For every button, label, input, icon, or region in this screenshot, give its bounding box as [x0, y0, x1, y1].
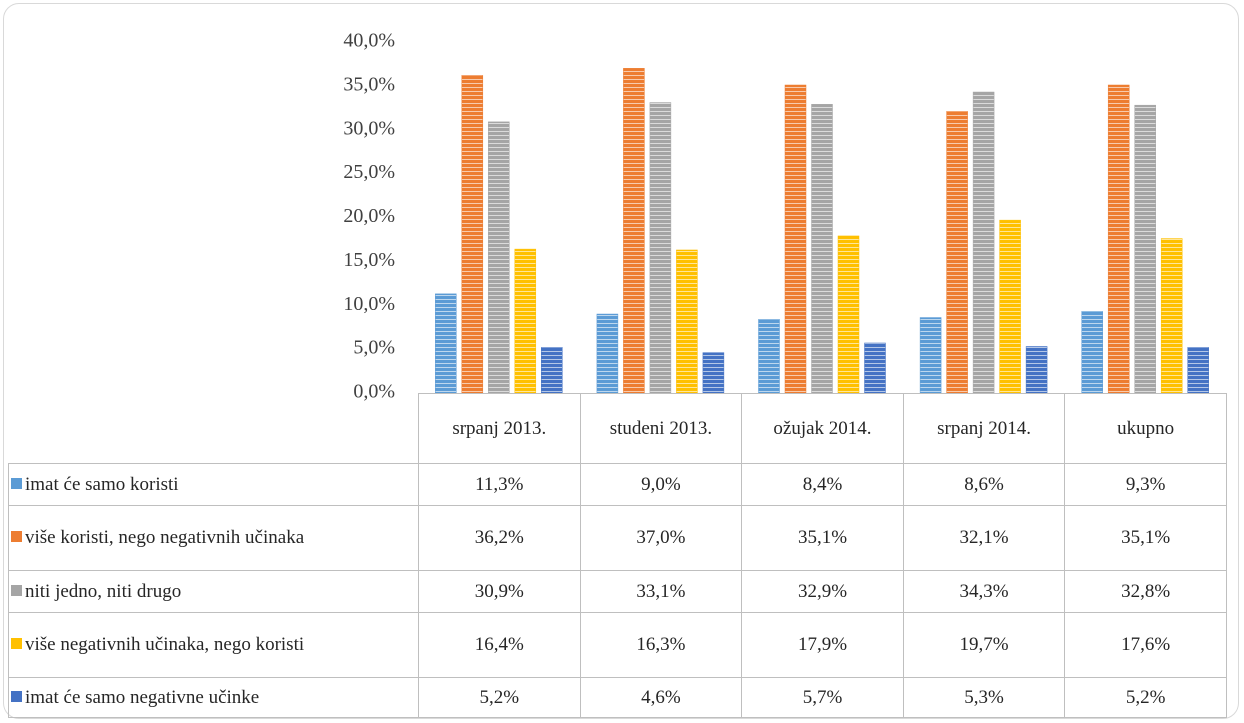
bar: [596, 313, 619, 394]
y-tick-label: 30,0%: [343, 117, 395, 139]
data-table: srpanj 2013. studeni 2013. ožujak 2014. srp…: [8, 393, 1227, 718]
value-label: 19,7%: [902, 612, 1066, 678]
legend-label: imat će samo negativne učinke: [25, 686, 260, 708]
bar: [541, 347, 563, 394]
legend-label: više koristi, nego negativnih učinaka: [25, 527, 305, 548]
value-label: 16,3%: [579, 612, 743, 678]
series-row: niti jedno, niti drugo 30,9% 33,1% 32,9% 34,…: [8, 570, 1227, 613]
bar: [1081, 311, 1103, 394]
legend-cell: niti jedno, niti drugo: [8, 570, 419, 613]
legend-key: [11, 690, 22, 702]
value-label: 5,3%: [902, 677, 1066, 718]
y-tick-label: 15,0%: [343, 249, 395, 271]
bar: [1187, 347, 1209, 394]
bar: [702, 352, 725, 394]
category-label: srpanj 2014.: [902, 393, 1066, 464]
value-label: 5,2%: [418, 677, 581, 718]
legend-label: niti jedno, niti drugo: [25, 580, 182, 602]
bar: [972, 91, 995, 394]
header-row: srpanj 2013. studeni 2013. ožujak 2014. srp…: [8, 393, 1227, 464]
bar: [1107, 84, 1130, 394]
bar: [1134, 104, 1156, 394]
bar: [864, 342, 886, 394]
legend-label: imat će samo koristi: [25, 473, 179, 495]
bar: [461, 75, 484, 394]
legend-key: [11, 477, 22, 489]
legend-cell: više negativnih učinaka, nego koristi: [8, 612, 419, 678]
value-label: 8,4%: [741, 463, 904, 506]
chart-frame: [3, 3, 1239, 719]
legend-key: [11, 584, 22, 596]
legend-cell: imat će samo koristi: [8, 463, 419, 506]
value-label: 32,8%: [1064, 570, 1227, 613]
value-label: 17,6%: [1064, 612, 1227, 678]
value-label: 8,6%: [902, 463, 1066, 506]
value-label: 4,6%: [579, 677, 743, 718]
bar: [919, 317, 942, 394]
category-label: ožujak 2014.: [741, 393, 904, 464]
series-row: više negativnih učinaka, nego koristi 16,…: [8, 612, 1227, 678]
value-label: 17,9%: [741, 612, 904, 678]
legend-key: [11, 638, 22, 649]
y-tick-label: 25,0%: [343, 161, 395, 183]
bar: [837, 235, 860, 394]
legend-key: [11, 531, 22, 542]
value-label: 11,3%: [418, 463, 581, 506]
bar: [811, 104, 833, 394]
bar: [1025, 346, 1048, 394]
bar: [1160, 238, 1183, 394]
series-row: više koristi, nego negativnih učinaka 36,…: [8, 505, 1227, 571]
value-label: 16,4%: [418, 612, 581, 678]
y-tick-label: 5,0%: [353, 337, 395, 359]
bar: [784, 84, 807, 394]
bar: [758, 319, 780, 394]
legend-label: više negativnih učinaka, nego koristi: [25, 634, 305, 655]
bar: [514, 248, 537, 394]
category-label: srpanj 2013.: [418, 393, 581, 464]
value-label: 32,1%: [902, 505, 1066, 571]
category-label: studeni 2013.: [579, 393, 743, 464]
value-label: 9,0%: [579, 463, 743, 506]
y-tick-label: 40,0%: [343, 30, 395, 52]
bar: [676, 249, 698, 394]
value-label: 37,0%: [579, 505, 743, 571]
series-row: imat će samo negativne učinke 5,2% 4,6% 5,7…: [8, 677, 1227, 718]
bar: [999, 219, 1021, 394]
value-label: 35,1%: [741, 505, 904, 571]
value-label: 32,9%: [741, 570, 904, 613]
value-label: 35,1%: [1064, 505, 1227, 571]
value-label: 36,2%: [418, 505, 581, 571]
bar: [649, 102, 672, 394]
value-label: 33,1%: [579, 570, 743, 613]
bar: [946, 111, 968, 394]
y-tick-label: 20,0%: [343, 205, 395, 227]
bar: [435, 293, 457, 394]
corner-cell: [8, 393, 419, 464]
value-label: 5,2%: [1064, 677, 1227, 718]
category-label: ukupno: [1064, 393, 1227, 464]
value-label: 9,3%: [1064, 463, 1227, 506]
value-label: 30,9%: [418, 570, 581, 613]
value-label: 34,3%: [902, 570, 1066, 613]
legend-cell: više koristi, nego negativnih učinaka: [8, 505, 419, 571]
y-tick-label: 35,0%: [343, 73, 395, 95]
value-label: 5,7%: [741, 677, 904, 718]
bar: [488, 121, 510, 394]
y-tick-label: 10,0%: [343, 293, 395, 315]
bar: [623, 68, 645, 394]
series-row: imat će samo koristi 11,3% 9,0% 8,4% 8,6% 9,3…: [8, 463, 1227, 506]
legend-cell: imat će samo negativne učinke: [8, 677, 419, 718]
